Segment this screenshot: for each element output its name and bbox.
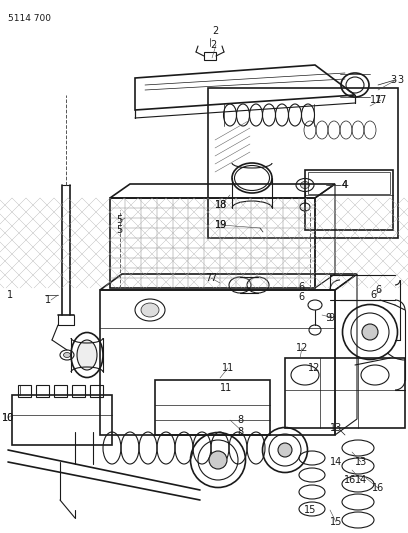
- Bar: [72, 385, 85, 397]
- Text: 9: 9: [328, 313, 334, 323]
- Ellipse shape: [77, 340, 97, 370]
- Text: 7: 7: [210, 273, 216, 283]
- Text: 17: 17: [370, 95, 382, 105]
- Bar: [100, 290, 335, 435]
- Bar: [54, 385, 67, 397]
- Text: 6: 6: [370, 290, 376, 300]
- Text: 18: 18: [215, 200, 227, 210]
- Bar: [305, 170, 393, 230]
- Bar: [208, 88, 398, 238]
- Text: 3: 3: [397, 75, 403, 85]
- Text: 3: 3: [390, 75, 396, 85]
- Ellipse shape: [209, 451, 227, 469]
- Text: 6: 6: [298, 282, 304, 292]
- Text: 2: 2: [210, 40, 216, 50]
- Text: 10: 10: [2, 413, 14, 423]
- Text: 5114 700: 5114 700: [8, 14, 51, 23]
- Text: 11: 11: [220, 383, 232, 393]
- Text: 6: 6: [375, 285, 381, 295]
- Text: 16: 16: [372, 483, 384, 493]
- Text: 14: 14: [355, 475, 367, 485]
- Text: 6: 6: [298, 292, 304, 302]
- Text: 12: 12: [308, 363, 320, 373]
- Ellipse shape: [362, 324, 378, 340]
- Text: 12: 12: [296, 343, 308, 353]
- Text: 15: 15: [304, 505, 316, 515]
- Text: 8: 8: [237, 415, 243, 425]
- Text: 8: 8: [237, 427, 243, 437]
- Text: 13: 13: [355, 457, 367, 467]
- Bar: [155, 380, 270, 435]
- Text: 9: 9: [325, 313, 331, 323]
- Bar: [204, 52, 216, 60]
- Text: 15: 15: [330, 517, 342, 527]
- Bar: [18, 385, 31, 397]
- Text: 10: 10: [2, 413, 14, 423]
- Text: 5: 5: [116, 215, 122, 225]
- Ellipse shape: [64, 352, 71, 358]
- Bar: [12, 395, 112, 445]
- Text: 7: 7: [205, 273, 211, 283]
- Text: 5: 5: [116, 225, 122, 235]
- Ellipse shape: [301, 182, 310, 189]
- Bar: [285, 358, 405, 428]
- Text: 1: 1: [45, 295, 51, 305]
- Text: 2: 2: [212, 26, 218, 36]
- Text: 19: 19: [215, 220, 227, 230]
- Text: 1: 1: [7, 290, 13, 300]
- Bar: [36, 385, 49, 397]
- Ellipse shape: [141, 303, 159, 317]
- Text: 19: 19: [215, 220, 227, 230]
- Text: 11: 11: [222, 363, 234, 373]
- Text: 4: 4: [342, 180, 348, 190]
- Bar: [110, 198, 315, 288]
- Ellipse shape: [278, 443, 292, 457]
- Text: 18: 18: [215, 200, 227, 210]
- Text: 16: 16: [344, 475, 356, 485]
- Text: 17: 17: [375, 95, 387, 105]
- Text: 13: 13: [330, 423, 342, 433]
- Bar: [90, 385, 103, 397]
- Text: 4: 4: [342, 180, 348, 190]
- Text: 14: 14: [330, 457, 342, 467]
- Bar: [308, 172, 390, 194]
